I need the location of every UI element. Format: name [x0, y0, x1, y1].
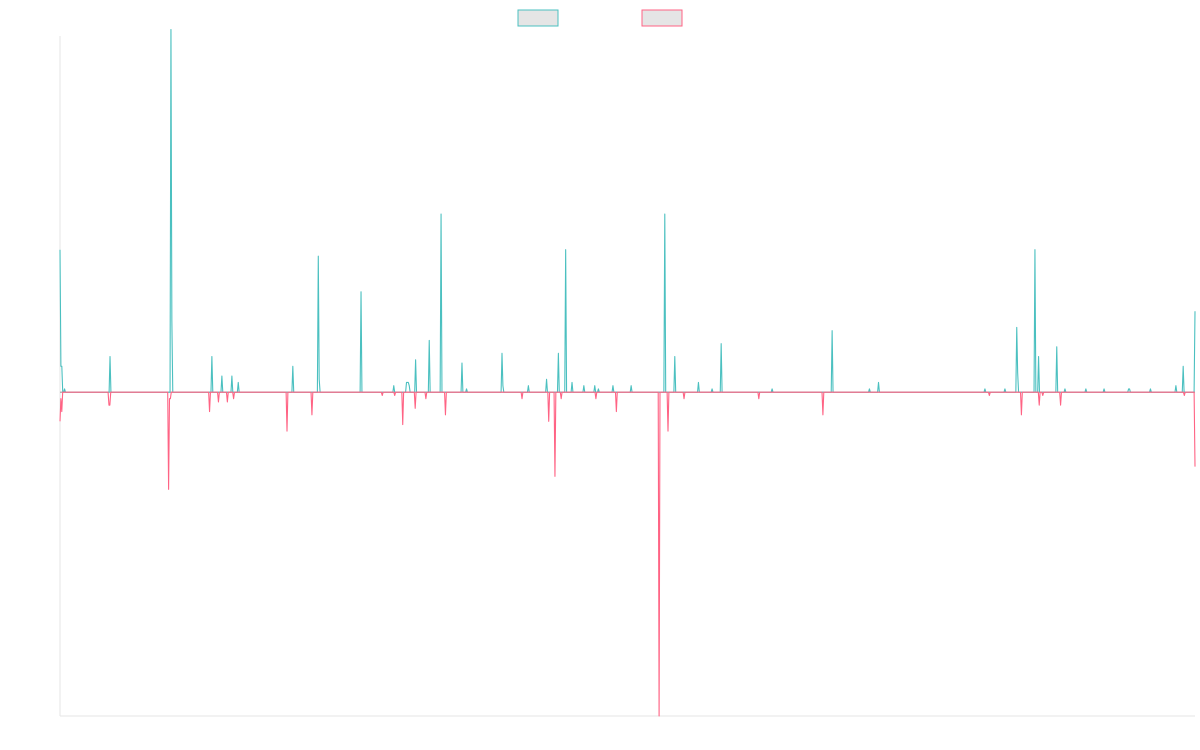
- legend-swatch-2: [641, 9, 683, 27]
- series-line-2: [59, 391, 1196, 717]
- series-line-1: [59, 28, 1196, 393]
- legend-swatch-1: [517, 9, 559, 27]
- legend-item-1[interactable]: [517, 9, 559, 27]
- legend-item-2[interactable]: [641, 9, 683, 27]
- legend: [517, 9, 683, 27]
- series-layer: [59, 28, 1196, 717]
